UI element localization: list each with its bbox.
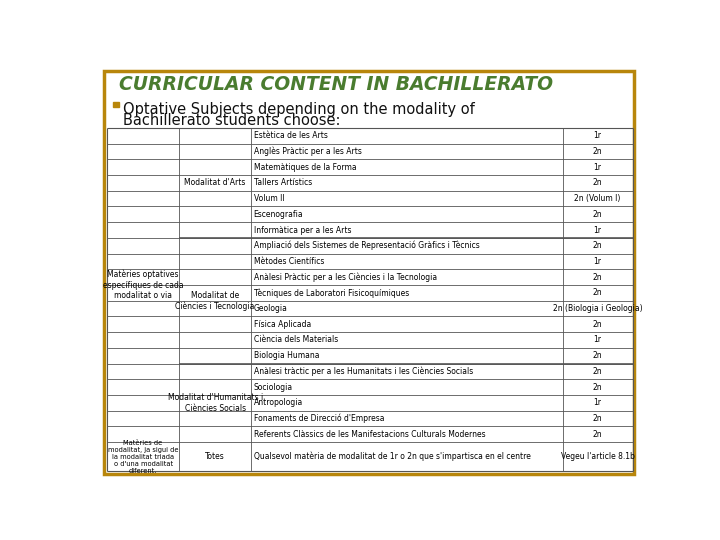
Text: 2n: 2n: [593, 430, 603, 438]
Text: CURRICULAR CONTENT IN BACHILLERATO: CURRICULAR CONTENT IN BACHILLERATO: [120, 75, 554, 94]
Text: 1r: 1r: [593, 399, 602, 407]
Text: Referents Clàssics de les Manifestacions Culturals Modernes: Referents Clàssics de les Manifestacions…: [253, 430, 485, 438]
Text: Escenografia: Escenografia: [253, 210, 303, 219]
Text: Tallers Artístics: Tallers Artístics: [253, 178, 312, 187]
Text: 2n: 2n: [593, 147, 603, 156]
Text: 2n: 2n: [593, 320, 603, 329]
Text: 2n: 2n: [593, 288, 603, 298]
Text: 2n: 2n: [593, 210, 603, 219]
Text: 2n: 2n: [593, 273, 603, 282]
Text: Optative Subjects depending on the modality of: Optative Subjects depending on the modal…: [123, 102, 475, 117]
Text: Bachillerato students choose:: Bachillerato students choose:: [123, 113, 341, 129]
Text: 2n (Biologia i Geologia): 2n (Biologia i Geologia): [553, 304, 642, 313]
Text: Tècniques de Laboratori Fisicoquímiques: Tècniques de Laboratori Fisicoquímiques: [253, 288, 409, 298]
Text: Informàtica per a les Arts: Informàtica per a les Arts: [253, 226, 351, 234]
Text: Fonaments de Direcció d'Empresa: Fonaments de Direcció d'Empresa: [253, 414, 384, 423]
Text: Sociologia: Sociologia: [253, 383, 292, 391]
Text: Modalitat d'Humanitats i
Ciències Socials: Modalitat d'Humanitats i Ciències Social…: [168, 393, 263, 413]
Text: Ampliació dels Sistemes de Representació Gràfics i Tècnics: Ampliació dels Sistemes de Representació…: [253, 241, 480, 251]
Text: Estètica de les Arts: Estètica de les Arts: [253, 131, 328, 140]
Text: Matèries optatives
específiques de cada
modalitat o via: Matèries optatives específiques de cada …: [103, 270, 184, 300]
Text: Totes: Totes: [205, 452, 225, 461]
Text: Volum II: Volum II: [253, 194, 284, 203]
Text: 2n: 2n: [593, 351, 603, 360]
Text: 1r: 1r: [593, 163, 602, 172]
Text: 1r: 1r: [593, 257, 602, 266]
Text: Física Aplicada: Física Aplicada: [253, 320, 311, 329]
Text: Anglès Pràctic per a les Arts: Anglès Pràctic per a les Arts: [253, 147, 361, 156]
Text: Matemàtiques de la Forma: Matemàtiques de la Forma: [253, 163, 356, 172]
Text: Modalitat d'Arts: Modalitat d'Arts: [184, 178, 246, 187]
Text: Biologia Humana: Biologia Humana: [253, 351, 319, 360]
Text: Anàlesi tràctic per a les Humanitats i les Ciències Socials: Anàlesi tràctic per a les Humanitats i l…: [253, 367, 473, 376]
Text: 2n: 2n: [593, 241, 603, 250]
Text: 1r: 1r: [593, 335, 602, 345]
Text: 1r: 1r: [593, 131, 602, 140]
Text: 2n: 2n: [593, 383, 603, 391]
Text: 2n: 2n: [593, 367, 603, 376]
Text: Ciència dels Materials: Ciència dels Materials: [253, 335, 338, 345]
Text: 1r: 1r: [593, 226, 602, 234]
Text: Mètodes Científics: Mètodes Científics: [253, 257, 324, 266]
Text: Matèries de
modalitat, ja sigui de
la modalitat triada
o d'una modalitat
diferen: Matèries de modalitat, ja sigui de la mo…: [108, 440, 179, 474]
Text: 2n (Volum I): 2n (Volum I): [575, 194, 621, 203]
Text: 2n: 2n: [593, 414, 603, 423]
Text: Anàlesi Pràctic per a les Ciències i la Tecnologia: Anàlesi Pràctic per a les Ciències i la …: [253, 272, 436, 282]
Text: Qualsevol matèria de modalitat de 1r o 2n que s'impartisca en el centre: Qualsevol matèria de modalitat de 1r o 2…: [253, 452, 531, 462]
Text: Modalitat de
Ciències i Tecnologia: Modalitat de Ciències i Tecnologia: [176, 291, 255, 310]
Text: Vegeu l'article 8.1b: Vegeu l'article 8.1b: [561, 452, 634, 461]
Text: Geologia: Geologia: [253, 304, 287, 313]
Bar: [113, 102, 119, 107]
Text: Antropologia: Antropologia: [253, 399, 303, 407]
Text: 2n: 2n: [593, 178, 603, 187]
